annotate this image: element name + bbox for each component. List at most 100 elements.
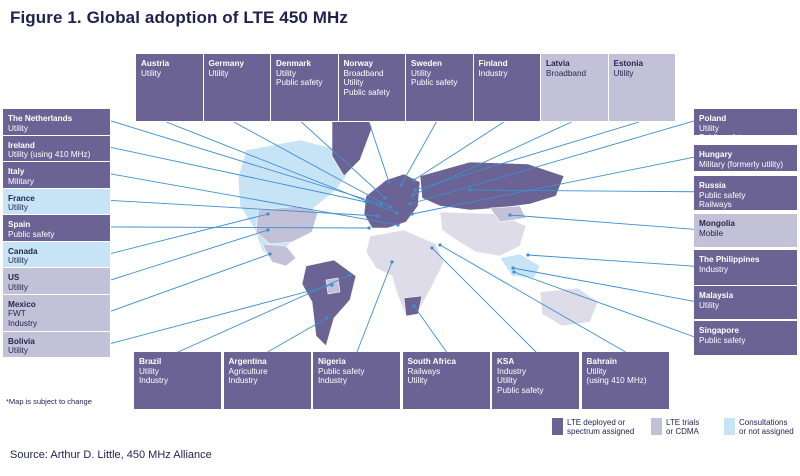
continent-mongolia [489, 205, 527, 223]
country-use: Utility [208, 68, 229, 78]
country-use: Public safety [343, 87, 390, 97]
legend-label: Consultations [739, 418, 788, 427]
leader-dot-hungary [410, 212, 414, 216]
leader-dot-canada [266, 212, 270, 216]
continent-australia [539, 287, 599, 327]
country-use: FWT [8, 309, 26, 319]
country-name: South Africa [407, 357, 456, 366]
legend-swatch [724, 418, 735, 435]
country-name: Denmark [276, 59, 312, 68]
country-box-estonia: Estonia Utility [608, 54, 676, 122]
country-box-singapore: Singapore Public safety [694, 321, 798, 356]
leader-dot-norway [387, 180, 391, 184]
country-box-nigeria: Nigeria Public safety Industry [313, 352, 401, 410]
leader-dot-latvia [411, 193, 415, 197]
leader-dot-austria [395, 211, 399, 215]
leader-line-denmark [301, 121, 386, 199]
country-box-bolivia: Bolivia Utility [3, 331, 111, 358]
country-name: Austria [141, 59, 170, 68]
country-box-finland: Finland Industry [473, 54, 541, 122]
country-box-the-philippines: The Philippines Industry [694, 250, 798, 286]
country-box-spain: Spain Public safety [3, 215, 111, 242]
country-box-mongolia: Mongolia Mobile [694, 214, 798, 248]
legend-label: or not assigned [739, 427, 794, 436]
country-name: Spain [8, 220, 31, 229]
leader-dot-mongolia [508, 213, 512, 217]
legend-swatch [651, 418, 662, 435]
country-use: Industry [699, 264, 729, 274]
leader-dot-ksa [430, 246, 434, 250]
country-use: Utility [613, 68, 634, 78]
legend-label: LTE deployed or [567, 418, 626, 427]
leader-dot-italy [396, 223, 400, 227]
country-name: Sweden [411, 59, 442, 68]
country-name: Brazil [139, 357, 162, 366]
leader-dot-malaysia [511, 266, 515, 270]
leader-dot-us [266, 228, 270, 232]
legend-label: spectrum assigned [567, 427, 635, 436]
leader-line-mongolia [509, 214, 695, 230]
leader-dot-ireland [364, 200, 368, 204]
country-name: US [8, 273, 20, 282]
country-use: Utility [8, 256, 29, 266]
country-box-the-netherlands: The Netherlands Utility [3, 109, 111, 136]
leader-dot-nigeria [390, 260, 394, 264]
country-name: Hungary [699, 150, 733, 159]
country-name: Estonia [613, 59, 644, 68]
leader-dot-denmark [383, 196, 387, 200]
leader-dot-poland [408, 202, 412, 206]
continent-russia-asia [419, 161, 565, 211]
leader-dot-bahrain [438, 243, 442, 247]
leader-line-poland [409, 120, 695, 205]
country-use: Public safety [699, 190, 746, 200]
leader-dot-russia [468, 188, 472, 192]
continent-united-states [255, 205, 319, 245]
country-box-malaysia: Malaysia Utility [694, 286, 798, 320]
continent-south-america [301, 259, 357, 347]
leader-dot-sweden [399, 183, 403, 187]
leader-line-argentina [267, 317, 328, 353]
leader-line-spain [110, 226, 370, 229]
country-name: Norway [343, 59, 374, 68]
map-footnote: *Map is subject to change [6, 397, 92, 406]
leader-dot-the-netherlands [379, 202, 383, 206]
country-use: Utility [8, 282, 29, 292]
country-use: Industry [478, 68, 508, 78]
country-box-ireland: Ireland Utility (using 410 MHz) [3, 135, 111, 162]
leader-line-ksa [431, 247, 537, 353]
country-use: Public safety [497, 385, 544, 395]
country-box-germany: Germany Utility [203, 54, 271, 122]
country-use: Public safety [318, 366, 365, 376]
leader-dot-argentina [325, 316, 329, 320]
leader-dot-estonia [413, 188, 417, 192]
country-box-denmark: Denmark Utility Public safety [271, 54, 339, 122]
leader-lines [110, 120, 695, 353]
leader-line-bolivia [110, 284, 333, 344]
source-note: Source: Arthur D. Little, 450 MHz Allian… [10, 449, 212, 461]
figure-title: Figure 1. Global adoption of LTE 450 MHz [10, 8, 349, 27]
country-box-mexico: Mexico FWT Industry [3, 294, 111, 332]
country-box-latvia: Latvia Broadband [541, 54, 609, 122]
country-name: Germany [208, 59, 245, 68]
country-use: Public safety [699, 335, 746, 345]
country-use: Industry [497, 366, 527, 376]
country-name: The Netherlands [8, 114, 73, 123]
leader-dot-finland [412, 178, 416, 182]
country-use: Utility [407, 376, 428, 386]
country-name: Russia [699, 181, 726, 190]
leader-line-austria [166, 121, 398, 214]
country-box-austria: Austria Utility [136, 54, 204, 122]
country-name: France [8, 193, 35, 203]
country-use: Industry [318, 376, 348, 386]
country-name: Bahrain [586, 357, 617, 366]
country-use: Utility [411, 68, 432, 78]
country-name: Mexico [8, 299, 36, 309]
leader-line-mexico [110, 253, 271, 312]
country-name: Poland [699, 114, 727, 123]
country-name: Mongolia [699, 219, 735, 228]
continent-mexico [261, 243, 297, 267]
legend-swatch [552, 418, 563, 435]
country-box-us: US Utility [3, 268, 111, 295]
country-name: Ireland [8, 140, 35, 150]
leader-line-france [110, 199, 379, 217]
